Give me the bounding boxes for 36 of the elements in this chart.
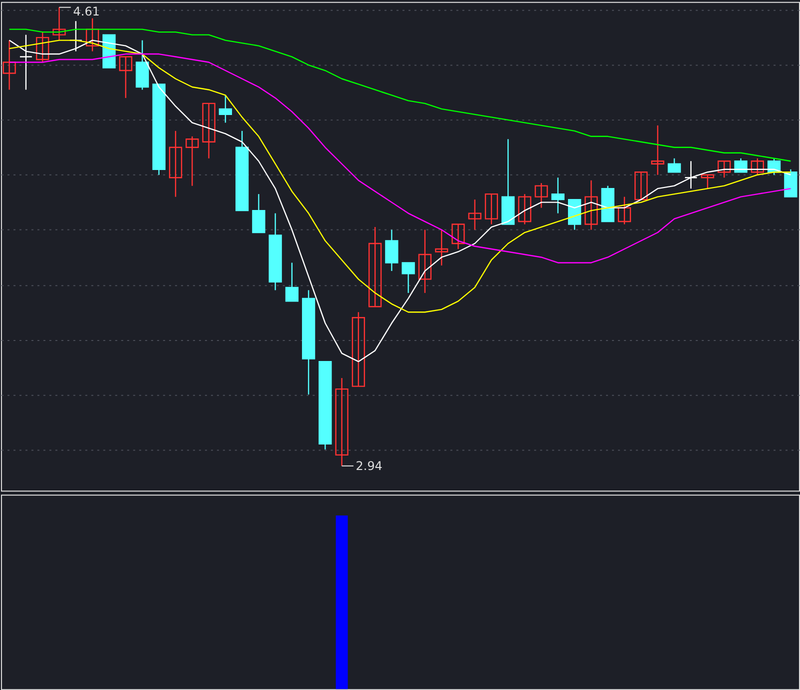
candlestick <box>186 136 199 186</box>
candlestick <box>534 182 548 208</box>
candlestick <box>452 224 465 250</box>
candlestick <box>352 312 366 387</box>
candlestick <box>86 18 100 52</box>
candlestick <box>368 226 382 308</box>
candlestick <box>202 102 216 159</box>
candlestick <box>700 174 714 190</box>
candlestick <box>634 172 648 200</box>
annotation: 2.94 <box>356 458 382 473</box>
candlestick <box>119 56 132 99</box>
candlestick <box>36 31 50 63</box>
candlestick <box>285 262 299 302</box>
candlestick <box>418 229 432 294</box>
candlestick <box>551 177 565 214</box>
candlestick <box>52 6 66 41</box>
annotation: 4.61 <box>73 4 100 18</box>
candlestick <box>335 377 348 467</box>
candlestick <box>734 158 748 173</box>
candlestick <box>618 196 632 225</box>
candlestick <box>168 130 182 198</box>
candlestick <box>584 180 598 230</box>
candlestick <box>684 160 698 190</box>
candlestick <box>2 40 16 90</box>
candlestick <box>402 262 415 294</box>
candlestick <box>668 158 681 173</box>
candlestick <box>252 193 266 234</box>
candlestick <box>718 160 731 178</box>
candlestick <box>518 193 532 225</box>
candlestick <box>218 94 232 124</box>
candlestick <box>750 158 764 176</box>
candlestick <box>434 229 448 266</box>
candlestick <box>468 198 482 230</box>
candlestick <box>651 124 664 176</box>
candlestick <box>385 229 398 272</box>
candlestick <box>484 193 498 225</box>
